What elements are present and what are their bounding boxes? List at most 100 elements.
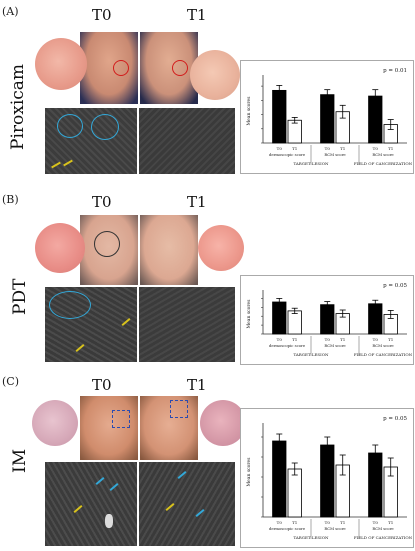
dermoscopy-t1: [200, 400, 246, 446]
treatment-label: PDT: [10, 278, 30, 315]
x-tick-label-t1: T1: [388, 520, 393, 525]
arrow-icon: [95, 477, 105, 485]
section-label: FIELD OF CANCERIZATION: [354, 535, 413, 540]
bar-t0: [368, 452, 383, 518]
x-tick-label-t1: T1: [292, 146, 297, 151]
bar-chart-box: p = 0.01 Mean scores T0 T1 dermoscopic score…: [240, 60, 414, 174]
x-tick-label-t0: T0: [277, 520, 283, 525]
x-tick-label-t0: T0: [373, 146, 379, 151]
x-tick-label-t0: T0: [373, 520, 379, 525]
group-sublabel: dermoscopic score: [269, 343, 306, 348]
t0-label: T0: [92, 193, 112, 211]
group-sublabel: dermoscopic score: [269, 526, 306, 531]
arrow-icon: [177, 471, 187, 479]
x-tick-label-t0: T0: [373, 337, 379, 342]
group-sublabel: dermoscopic score: [269, 152, 306, 157]
arrow-icon: [73, 505, 83, 513]
bar-t0: [368, 95, 383, 144]
panel-letter: (A): [2, 5, 19, 18]
bar-t0: [320, 444, 335, 518]
clinical-photo-t1: [140, 396, 198, 460]
arrow-icon: [109, 483, 119, 491]
group-sublabel: RCM score: [372, 526, 394, 531]
t0-label: T0: [92, 6, 112, 24]
arrow-icon: [195, 509, 205, 517]
p-value-label: p = 0.05: [383, 416, 407, 422]
x-tick-label-t0: T0: [325, 520, 331, 525]
section-label: TARGET LESION: [293, 161, 329, 166]
rcm-image-t0: [45, 287, 137, 362]
annotation-circle: [57, 114, 83, 138]
x-tick-label-t1: T1: [340, 520, 345, 525]
rcm-image-t1: [139, 462, 235, 546]
panel-a: (A) T0 T1 Piroxicam p = 0.01 Mean scores T…: [0, 0, 415, 180]
lesion-circle: [94, 231, 120, 257]
bar-t0: [320, 94, 335, 144]
bar-t0: [368, 303, 383, 335]
y-axis-label: Mean scores: [246, 96, 252, 126]
p-value-label: p = 0.05: [383, 283, 407, 289]
dermoscopy-t0: [35, 223, 85, 273]
dermoscopy-t1: [198, 225, 244, 271]
panel-c: (C) T0 T1 IM p = 0.05 Mean scores T0 T1 derm…: [0, 368, 415, 550]
t1-label: T1: [187, 193, 207, 211]
x-tick-label-t0: T0: [325, 146, 331, 151]
annotation-circle: [91, 114, 119, 140]
rcm-image-t0: [45, 108, 137, 174]
annotation-circle: [49, 291, 91, 319]
group-sublabel: RCM score: [372, 343, 394, 348]
section-label: FIELD OF CANCERIZATION: [354, 161, 413, 166]
bar-t0: [272, 440, 287, 518]
treatment-label: IM: [10, 448, 30, 473]
rcm-image-t0: [45, 462, 137, 546]
bar-chart-box: p = 0.05 Mean scores T0 T1 dermoscopic score…: [240, 275, 414, 365]
group-sublabel: RCM score: [324, 343, 346, 348]
clinical-photo-t1: [140, 32, 198, 104]
x-tick-label-t1: T1: [388, 337, 393, 342]
panel-b: (B) T0 T1 PDT p = 0.05 Mean scores T0 T1 der…: [0, 185, 415, 365]
lesion-box: [112, 410, 130, 428]
clinical-photo-t0: [80, 396, 138, 460]
clinical-photo-t0: [80, 215, 138, 285]
x-tick-label-t1: T1: [292, 337, 297, 342]
dermoscopy-t0: [32, 400, 78, 446]
bar-t1: [287, 310, 302, 335]
dermoscopy-t0: [35, 38, 87, 90]
treatment-label: Piroxicam: [8, 63, 28, 150]
arrow-icon: [75, 344, 85, 352]
x-tick-label-t1: T1: [340, 337, 345, 342]
group-sublabel: RCM score: [324, 152, 346, 157]
dermoscopy-t1: [190, 50, 240, 100]
rcm-image-t1: [139, 108, 235, 174]
x-tick-label-t0: T0: [277, 337, 283, 342]
bar-chart-box: p = 0.05 Mean scores T0 T1 dermoscopic score…: [240, 408, 414, 548]
panel-letter: (B): [2, 193, 19, 206]
section-label: TARGET LESION: [293, 535, 329, 540]
x-tick-label-t0: T0: [325, 337, 331, 342]
bar-t0: [272, 301, 287, 335]
clinical-photo-t1: [140, 215, 198, 285]
x-tick-label-t1: T1: [292, 520, 297, 525]
t0-label: T0: [92, 376, 112, 394]
t1-label: T1: [187, 376, 207, 394]
rcm-image-t1: [139, 287, 235, 362]
x-tick-label-t1: T1: [388, 146, 393, 151]
bright-spot: [105, 514, 113, 528]
bar-t1: [287, 119, 302, 144]
group-sublabel: RCM score: [372, 152, 394, 157]
section-label: TARGET LESION: [293, 352, 329, 357]
p-value-label: p = 0.01: [383, 68, 407, 74]
lesion-circle: [172, 60, 188, 76]
y-axis-label: Mean scores: [246, 457, 252, 487]
clinical-photo-t0: [80, 32, 138, 104]
group-sublabel: RCM score: [324, 526, 346, 531]
bar-t1: [287, 468, 302, 518]
panel-letter: (C): [2, 375, 19, 388]
bar-t0: [320, 304, 335, 335]
y-axis-label: Mean scores: [246, 299, 252, 329]
section-label: FIELD OF CANCERIZATION: [354, 352, 413, 357]
lesion-circle: [113, 60, 129, 76]
